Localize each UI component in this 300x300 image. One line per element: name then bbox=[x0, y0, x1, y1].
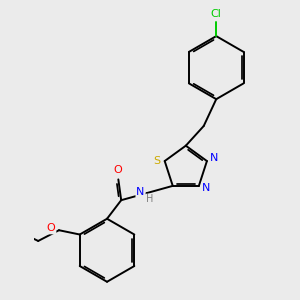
Text: N: N bbox=[210, 153, 218, 163]
Text: H: H bbox=[146, 194, 154, 205]
Text: N: N bbox=[136, 187, 145, 197]
Text: N: N bbox=[202, 183, 210, 193]
Text: O: O bbox=[113, 166, 122, 176]
Text: Cl: Cl bbox=[211, 9, 222, 19]
Text: S: S bbox=[153, 156, 161, 166]
Text: O: O bbox=[47, 224, 56, 233]
